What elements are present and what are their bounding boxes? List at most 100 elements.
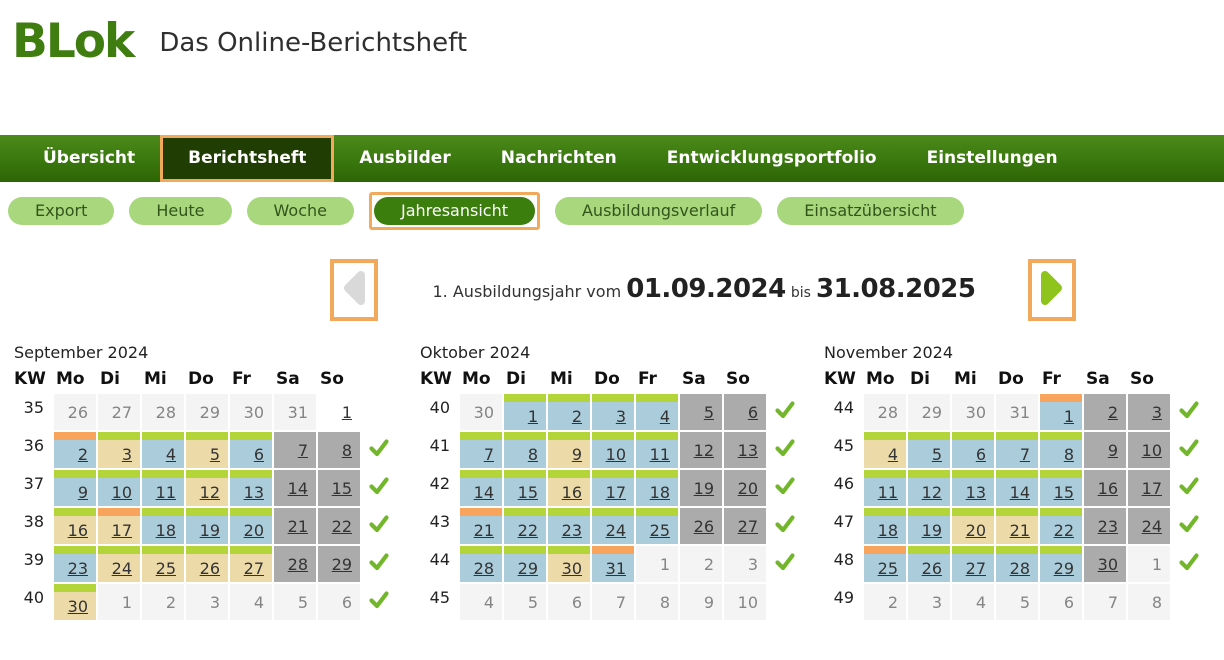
day-link[interactable]: 13: [243, 482, 264, 502]
day-link[interactable]: 20: [965, 520, 986, 540]
day-cell[interactable]: 23: [54, 546, 96, 582]
day-link[interactable]: 6: [747, 402, 758, 422]
day-cell[interactable]: 20: [952, 508, 994, 544]
day-cell[interactable]: 21: [460, 508, 502, 544]
day-cell[interactable]: 8: [1040, 432, 1082, 468]
day-cell[interactable]: 13: [724, 432, 766, 468]
day-link[interactable]: 3: [1151, 402, 1162, 422]
day-cell[interactable]: 3: [592, 394, 634, 430]
day-link[interactable]: 22: [517, 520, 538, 540]
day-link[interactable]: 23: [1097, 516, 1118, 536]
day-cell[interactable]: 29: [504, 546, 546, 582]
day-link[interactable]: 19: [693, 478, 714, 498]
day-link[interactable]: 1: [341, 402, 352, 422]
day-link[interactable]: 30: [67, 596, 88, 616]
day-cell[interactable]: 9: [1084, 432, 1126, 468]
day-link[interactable]: 16: [561, 482, 582, 502]
day-link[interactable]: 27: [737, 516, 758, 536]
day-cell[interactable]: 19: [908, 508, 950, 544]
day-cell[interactable]: 3: [1128, 394, 1170, 430]
day-cell[interactable]: 6: [230, 432, 272, 468]
day-link[interactable]: 19: [199, 520, 220, 540]
day-link[interactable]: 8: [1063, 444, 1074, 464]
day-link[interactable]: 23: [67, 558, 88, 578]
day-cell[interactable]: 16: [54, 508, 96, 544]
day-link[interactable]: 3: [615, 406, 626, 426]
nav-tab-ausbilder[interactable]: Ausbilder: [359, 148, 451, 168]
day-link[interactable]: 20: [243, 520, 264, 540]
day-cell[interactable]: 23: [548, 508, 590, 544]
day-cell[interactable]: 20: [724, 470, 766, 506]
day-link[interactable]: 28: [287, 554, 308, 574]
day-cell[interactable]: 29: [1040, 546, 1082, 582]
day-link[interactable]: 30: [561, 558, 582, 578]
day-link[interactable]: 16: [1097, 478, 1118, 498]
day-cell[interactable]: 7: [460, 432, 502, 468]
subnav-button-heute[interactable]: Heute: [129, 197, 232, 225]
day-link[interactable]: 5: [931, 444, 942, 464]
day-link[interactable]: 14: [287, 478, 308, 498]
day-cell[interactable]: 17: [592, 470, 634, 506]
day-link[interactable]: 17: [111, 520, 132, 540]
subnav-button-ausbildungsverlauf[interactable]: Ausbildungsverlauf: [554, 197, 763, 225]
day-link[interactable]: 29: [517, 558, 538, 578]
day-link[interactable]: 15: [331, 478, 352, 498]
day-cell[interactable]: 24: [98, 546, 140, 582]
day-link[interactable]: 2: [1107, 402, 1118, 422]
day-cell[interactable]: 6: [952, 432, 994, 468]
day-cell[interactable]: 15: [318, 470, 360, 506]
day-cell[interactable]: 19: [186, 508, 228, 544]
subnav-button-export[interactable]: Export: [8, 197, 115, 225]
nav-tab-entwicklungsportfolio[interactable]: Entwicklungsportfolio: [666, 148, 877, 168]
day-cell[interactable]: 17: [98, 508, 140, 544]
day-link[interactable]: 2: [571, 406, 582, 426]
day-link[interactable]: 10: [111, 482, 132, 502]
day-link[interactable]: 14: [473, 482, 494, 502]
day-link[interactable]: 15: [1053, 482, 1074, 502]
day-cell[interactable]: 6: [724, 394, 766, 430]
day-cell[interactable]: 5: [908, 432, 950, 468]
day-link[interactable]: 24: [1141, 516, 1162, 536]
day-cell[interactable]: 27: [952, 546, 994, 582]
nav-tab-uebersicht[interactable]: Übersicht: [43, 148, 136, 168]
day-cell[interactable]: 12: [186, 470, 228, 506]
day-link[interactable]: 26: [199, 558, 220, 578]
day-link[interactable]: 17: [1141, 478, 1162, 498]
day-cell[interactable]: 26: [680, 508, 722, 544]
day-link[interactable]: 25: [649, 520, 670, 540]
day-link[interactable]: 4: [887, 444, 898, 464]
day-link[interactable]: 4: [165, 444, 176, 464]
day-link[interactable]: 14: [1009, 482, 1030, 502]
day-link[interactable]: 29: [331, 554, 352, 574]
day-link[interactable]: 8: [341, 440, 352, 460]
day-cell[interactable]: 10: [1128, 432, 1170, 468]
day-link[interactable]: 15: [517, 482, 538, 502]
day-link[interactable]: 21: [287, 516, 308, 536]
day-link[interactable]: 19: [921, 520, 942, 540]
nav-tab-nachrichten[interactable]: Nachrichten: [500, 148, 617, 168]
day-cell[interactable]: 25: [142, 546, 184, 582]
day-cell[interactable]: 28: [274, 546, 316, 582]
day-cell[interactable]: 25: [864, 546, 906, 582]
day-cell[interactable]: 16: [548, 470, 590, 506]
day-link[interactable]: 9: [77, 482, 88, 502]
day-cell[interactable]: 7: [996, 432, 1038, 468]
day-cell[interactable]: 5: [680, 394, 722, 430]
day-link[interactable]: 31: [605, 558, 626, 578]
day-cell[interactable]: 4: [142, 432, 184, 468]
day-link[interactable]: 9: [571, 444, 582, 464]
day-link[interactable]: 25: [877, 558, 898, 578]
day-link[interactable]: 29: [1053, 558, 1074, 578]
day-cell[interactable]: 11: [864, 470, 906, 506]
day-cell[interactable]: 23: [1084, 508, 1126, 544]
day-cell[interactable]: 30: [548, 546, 590, 582]
day-cell[interactable]: 1: [1040, 394, 1082, 430]
day-link[interactable]: 9: [1107, 440, 1118, 460]
day-link[interactable]: 28: [473, 558, 494, 578]
day-cell[interactable]: 10: [592, 432, 634, 468]
day-cell[interactable]: 11: [636, 432, 678, 468]
day-link[interactable]: 24: [111, 558, 132, 578]
day-cell[interactable]: 27: [230, 546, 272, 582]
day-cell[interactable]: 14: [996, 470, 1038, 506]
day-cell[interactable]: 13: [952, 470, 994, 506]
